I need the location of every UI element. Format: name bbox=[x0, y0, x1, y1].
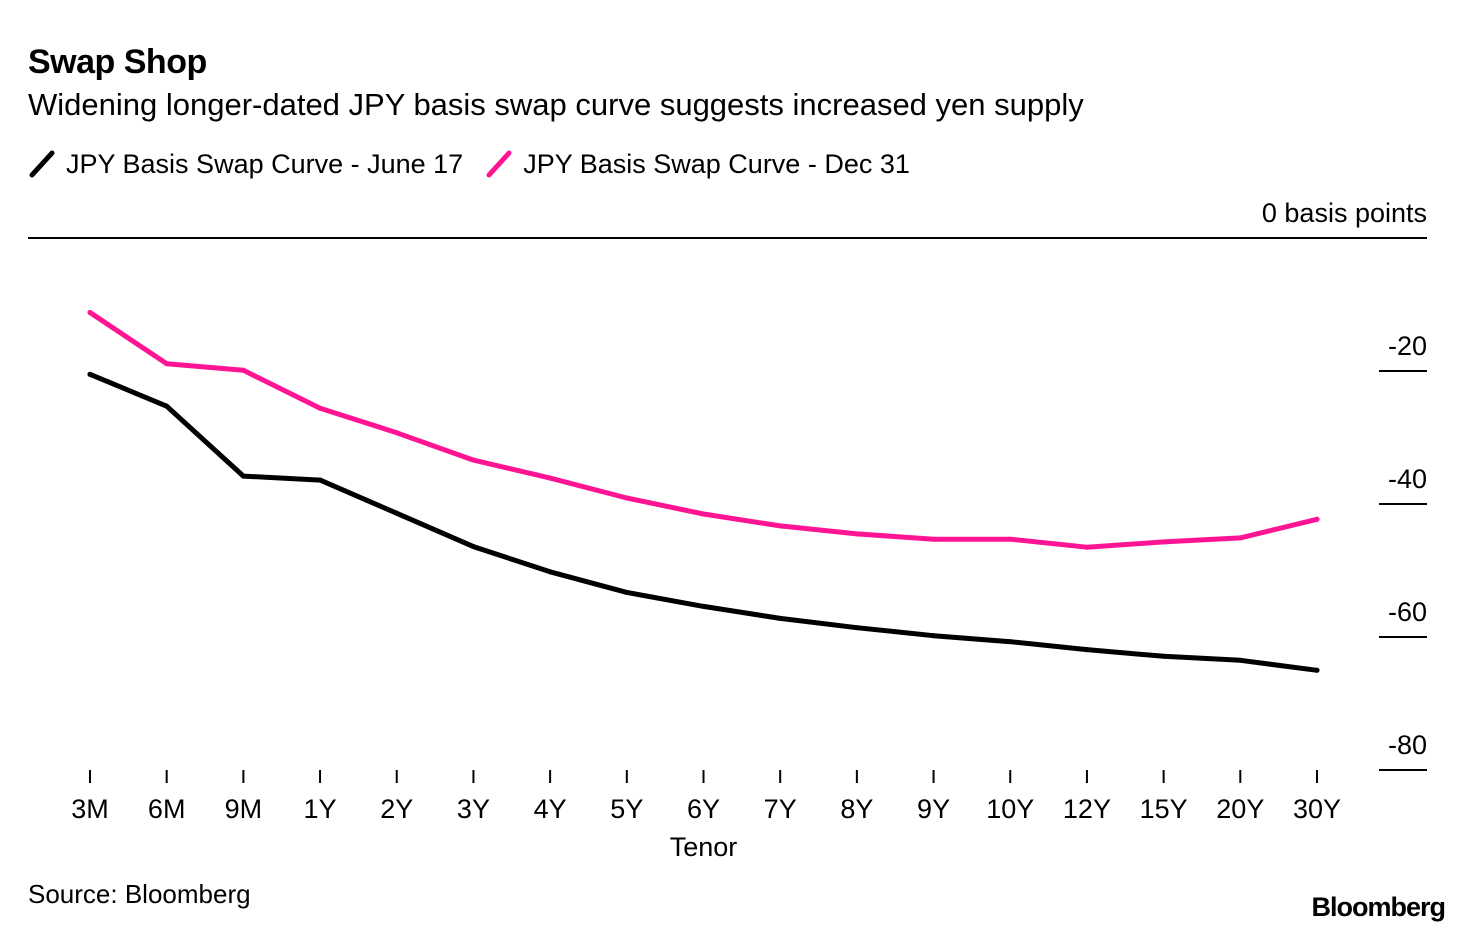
y-tick-label: -40 bbox=[1388, 464, 1427, 494]
data-point-0 bbox=[1237, 657, 1243, 663]
data-point-1 bbox=[1161, 539, 1167, 545]
data-point-1 bbox=[624, 495, 630, 501]
data-point-0 bbox=[317, 477, 323, 483]
x-tick-label: 15Y bbox=[1140, 794, 1188, 824]
data-point-1 bbox=[470, 457, 476, 463]
data-point-1 bbox=[1314, 516, 1320, 522]
x-tick-label: 10Y bbox=[986, 794, 1034, 824]
data-point-0 bbox=[87, 371, 93, 377]
data-point-0 bbox=[777, 615, 783, 621]
data-point-0 bbox=[701, 603, 706, 609]
data-point-0 bbox=[164, 403, 170, 409]
x-tick-label: 30Y bbox=[1293, 794, 1341, 824]
x-tick-label: 9M bbox=[225, 794, 263, 824]
x-tick-label: 12Y bbox=[1063, 794, 1111, 824]
x-tick-label: 20Y bbox=[1216, 794, 1264, 824]
y-tick-label: -60 bbox=[1388, 597, 1427, 627]
data-point-0 bbox=[1084, 647, 1090, 653]
chart-title: Swap Shop bbox=[28, 43, 207, 81]
data-point-0 bbox=[240, 473, 246, 479]
legend-line-june17-icon bbox=[29, 150, 55, 178]
x-tick-label: 2Y bbox=[380, 794, 413, 824]
x-tick-label: 5Y bbox=[610, 794, 643, 824]
data-point-0 bbox=[1161, 653, 1167, 659]
bloomberg-logo: Bloomberg bbox=[1311, 892, 1446, 922]
data-point-0 bbox=[624, 589, 630, 595]
legend-item-june17: JPY Basis Swap Curve - June 17 bbox=[28, 149, 463, 180]
data-point-0 bbox=[470, 544, 476, 550]
x-tick-label: 9Y bbox=[917, 794, 950, 824]
data-point-0 bbox=[1314, 667, 1320, 673]
data-point-1 bbox=[701, 511, 706, 517]
y-tick-label: 0 basis points bbox=[1262, 198, 1427, 228]
x-tick-label: 6M bbox=[148, 794, 186, 824]
data-point-1 bbox=[87, 309, 93, 315]
data-point-0 bbox=[394, 510, 400, 516]
x-tick-label: 3Y bbox=[457, 794, 490, 824]
data-point-1 bbox=[1237, 535, 1243, 541]
data-point-1 bbox=[240, 367, 246, 373]
data-point-1 bbox=[317, 405, 323, 411]
x-tick-label: 7Y bbox=[764, 794, 797, 824]
series-line-0 bbox=[87, 371, 1320, 673]
data-point-1 bbox=[547, 475, 553, 481]
x-tick-label: 4Y bbox=[534, 794, 567, 824]
legend-swatch-june17 bbox=[29, 150, 55, 178]
x-tick-label: 1Y bbox=[304, 794, 337, 824]
data-point-1 bbox=[931, 536, 937, 542]
data-point-1 bbox=[1084, 544, 1090, 550]
chart-subtitle: Widening longer-dated JPY basis swap cur… bbox=[28, 87, 1084, 122]
data-point-0 bbox=[931, 633, 937, 639]
data-point-0 bbox=[854, 625, 860, 631]
legend-label-dec31: JPY Basis Swap Curve - Dec 31 bbox=[523, 148, 910, 179]
legend-swatch-dec31 bbox=[486, 150, 512, 178]
legend-line-dec31-icon bbox=[486, 150, 512, 178]
data-point-0 bbox=[1007, 639, 1013, 645]
data-point-1 bbox=[394, 430, 400, 436]
data-point-1 bbox=[777, 523, 783, 529]
data-point-1 bbox=[1007, 536, 1013, 542]
legend: JPY Basis Swap Curve - June 17 JPY Basis… bbox=[28, 146, 932, 182]
y-tick-label: -20 bbox=[1388, 331, 1427, 361]
x-axis-title: Tenor bbox=[670, 832, 738, 862]
source-note: Source: Bloomberg bbox=[28, 879, 251, 909]
data-point-1 bbox=[854, 531, 860, 537]
data-point-1 bbox=[164, 361, 170, 367]
x-tick-label: 8Y bbox=[840, 794, 873, 824]
x-tick-label: 6Y bbox=[687, 794, 720, 824]
y-tick-label: -80 bbox=[1388, 730, 1427, 760]
x-tick-label: 3M bbox=[71, 794, 109, 824]
legend-label-june17: JPY Basis Swap Curve - June 17 bbox=[66, 148, 464, 179]
legend-item-dec31: JPY Basis Swap Curve - Dec 31 bbox=[485, 149, 910, 180]
data-point-0 bbox=[547, 569, 553, 575]
